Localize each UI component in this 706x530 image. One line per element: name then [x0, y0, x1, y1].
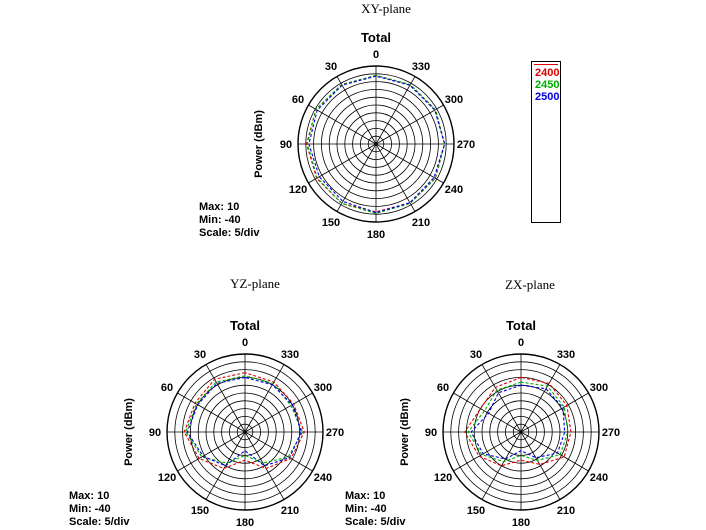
- power-axis-label: Power (dBm): [399, 398, 411, 466]
- grid-spoke: [177, 392, 246, 433]
- chart-title: Total: [230, 318, 260, 333]
- grid-spoke: [205, 431, 246, 500]
- yz-scale-label: Scale: 5/div: [69, 516, 130, 528]
- angle-tick-label: 120: [434, 472, 452, 484]
- xy-max-label: Max: 10: [199, 201, 240, 213]
- zx-max-label: Max: 10: [345, 490, 386, 502]
- angle-tick-label: 180: [512, 517, 530, 529]
- grid-spoke: [453, 431, 522, 472]
- angle-tick-label: 240: [314, 472, 332, 484]
- chart-title: Total: [506, 318, 536, 333]
- angle-tick-label: 180: [367, 229, 385, 241]
- angle-tick-label: 60: [437, 382, 449, 394]
- grid-spoke: [244, 431, 313, 472]
- angle-tick-label: 150: [322, 217, 340, 229]
- series-2450: [306, 74, 446, 214]
- angle-tick-label: 300: [590, 382, 608, 394]
- series-2400: [464, 376, 572, 467]
- angle-tick-label: 300: [314, 382, 332, 394]
- legend-item-2450: 2450: [535, 79, 560, 91]
- angle-tick-label: 240: [445, 184, 463, 196]
- zx-min-label: Min: -40: [345, 503, 387, 515]
- angle-tick-label: 90: [149, 427, 161, 439]
- angle-tick-label: 0: [242, 337, 248, 349]
- angle-tick-label: 210: [412, 217, 430, 229]
- xy-scale-label: Scale: 5/div: [199, 227, 260, 239]
- chart-title: Total: [361, 30, 391, 45]
- grid-spoke: [336, 143, 377, 212]
- angle-tick-label: 210: [557, 505, 575, 517]
- angle-tick-label: 150: [467, 505, 485, 517]
- angle-tick-label: 240: [590, 472, 608, 484]
- power-axis-label: Power (dBm): [253, 110, 265, 178]
- grid-spoke: [244, 364, 285, 433]
- grid-spoke: [177, 431, 246, 472]
- zx-scale-info: Max: 10 Min: -40 Scale: 5/div: [345, 490, 406, 529]
- yz-max-label: Max: 10: [69, 490, 110, 502]
- angle-tick-label: 270: [602, 427, 620, 439]
- grid-spoke: [375, 104, 444, 145]
- angle-tick-label: 60: [292, 94, 304, 106]
- zx-plane-title: ZX-plane: [505, 277, 555, 292]
- zx-scale-label: Scale: 5/div: [345, 516, 406, 528]
- angle-tick-label: 120: [158, 472, 176, 484]
- grid-spoke: [520, 431, 589, 472]
- xy-scale-info: Max: 10 Min: -40 Scale: 5/div: [199, 201, 260, 240]
- series-2400: [183, 372, 305, 470]
- grid-spoke: [520, 392, 589, 433]
- yz-plane-title: YZ-plane: [230, 276, 280, 291]
- angle-tick-label: 300: [445, 94, 463, 106]
- grid-spoke: [453, 392, 522, 433]
- xy-min-label: Min: -40: [199, 214, 241, 226]
- grid-spoke: [336, 76, 377, 145]
- angle-tick-label: 210: [281, 505, 299, 517]
- grid-spoke: [481, 364, 522, 433]
- angle-tick-label: 180: [236, 517, 254, 529]
- angle-tick-label: 90: [280, 139, 292, 151]
- legend-item-2400: 2400: [535, 67, 560, 79]
- angle-tick-label: 150: [191, 505, 209, 517]
- grid-spoke: [375, 143, 416, 212]
- series-2500: [470, 384, 566, 460]
- angle-tick-label: 30: [470, 349, 482, 361]
- angle-tick-label: 270: [326, 427, 344, 439]
- angle-tick-label: 330: [557, 349, 575, 361]
- grid-spoke: [481, 431, 522, 500]
- angle-tick-label: 330: [281, 349, 299, 361]
- grid-spoke: [375, 143, 444, 184]
- yz-scale-info: Max: 10 Min: -40 Scale: 5/div: [69, 490, 130, 529]
- series-2500: [186, 376, 302, 467]
- grid-spoke: [308, 143, 377, 184]
- grid-spoke: [308, 104, 377, 145]
- grid-spoke: [520, 364, 561, 433]
- angle-tick-label: 30: [325, 61, 337, 73]
- series-2450: [185, 375, 304, 464]
- xy-plane-title: XY-plane: [361, 1, 411, 16]
- angle-tick-label: 120: [289, 184, 307, 196]
- grid-spoke: [520, 431, 561, 500]
- angle-tick-label: 30: [194, 349, 206, 361]
- yz-min-label: Min: -40: [69, 503, 111, 515]
- grid-spoke: [244, 431, 285, 500]
- angle-tick-label: 270: [457, 139, 475, 151]
- legend-line-2400: [534, 64, 558, 65]
- angle-tick-label: 330: [412, 61, 430, 73]
- grid-spoke: [375, 76, 416, 145]
- angle-tick-label: 60: [161, 382, 173, 394]
- grid-spoke: [244, 392, 313, 433]
- legend-item-2500: 2500: [535, 91, 560, 103]
- angle-tick-label: 0: [518, 337, 524, 349]
- legend: 2400 2450 2500: [531, 61, 561, 223]
- series-2500: [308, 75, 446, 214]
- angle-tick-label: 90: [425, 427, 437, 439]
- angle-tick-label: 0: [373, 49, 379, 61]
- power-axis-label: Power (dBm): [123, 398, 135, 466]
- grid-spoke: [205, 364, 246, 433]
